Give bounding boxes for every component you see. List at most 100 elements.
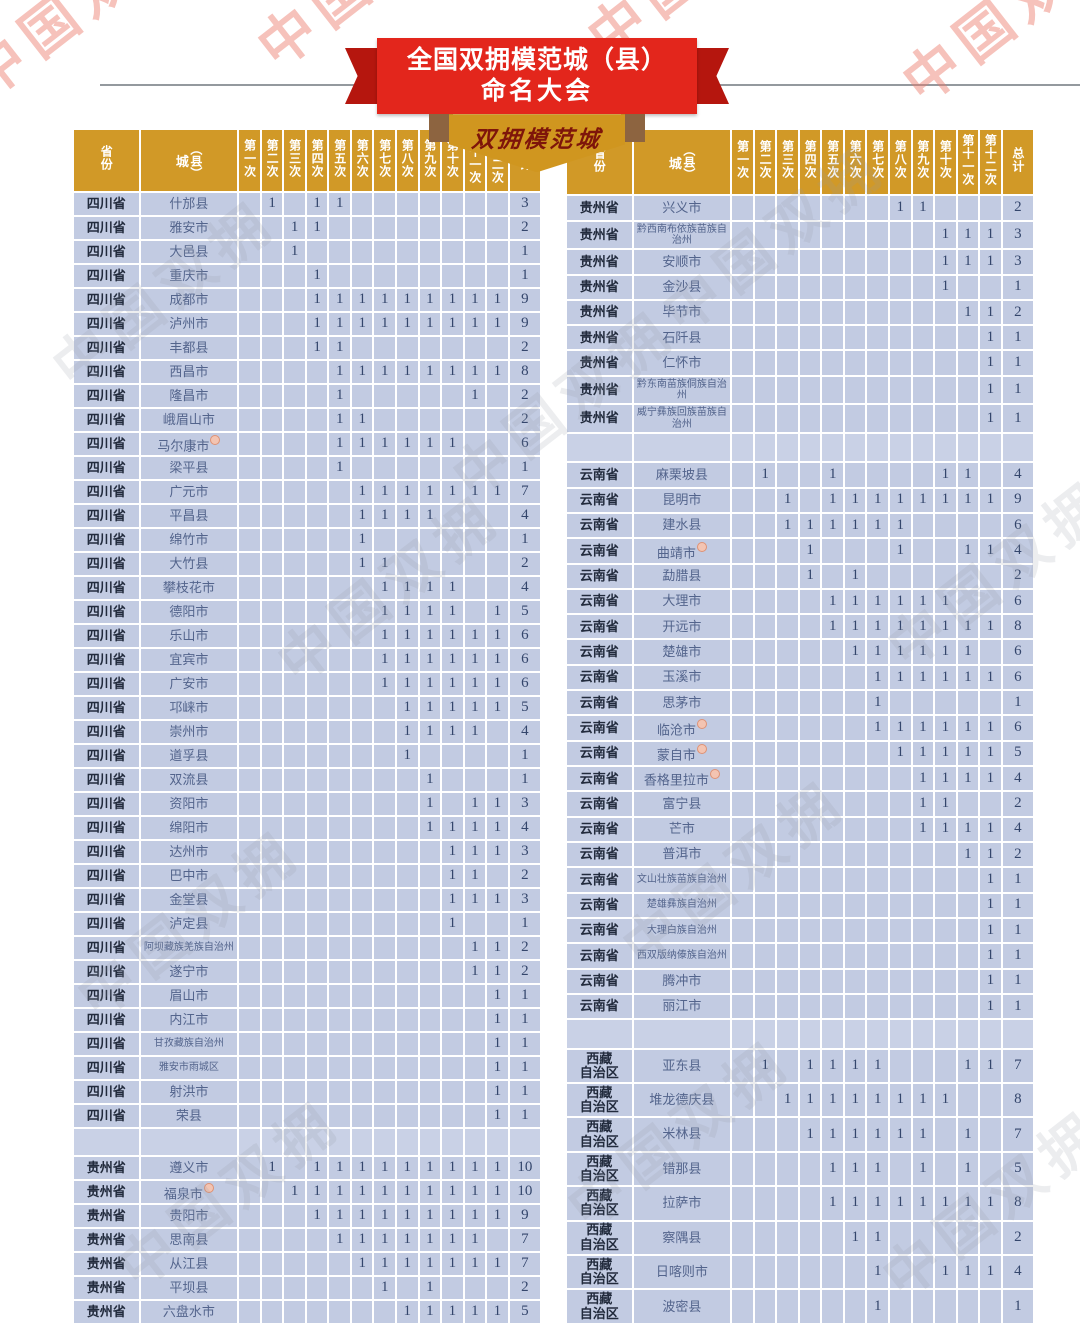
count-cell: [259, 359, 285, 385]
count-cell: [933, 891, 958, 919]
count-cell: [395, 383, 420, 409]
count-cell: [440, 455, 465, 481]
empty-cell: [865, 431, 890, 464]
empty-cell: [1000, 431, 1036, 464]
count-cell: [752, 765, 778, 793]
count-cell: [775, 403, 800, 434]
city-cell: 大理白族自治州: [631, 916, 733, 945]
count-cell: 1: [888, 714, 913, 742]
count-cell: 1: [955, 1047, 981, 1085]
count-cell: 1: [933, 815, 958, 843]
province-cell: 云南省: [565, 916, 634, 945]
count-cell: [888, 1150, 913, 1188]
count-cell: 1: [417, 431, 443, 457]
count-cell: 1: [842, 638, 868, 666]
count-cell: [955, 916, 981, 945]
count-cell: [349, 383, 375, 409]
count-cell: [955, 403, 981, 434]
count-cell: 1: [349, 287, 375, 313]
count-cell: 1: [888, 1116, 913, 1153]
count-cell: [372, 1299, 397, 1325]
province-cell: 云南省: [565, 866, 634, 894]
city-cell: 什邡县: [138, 191, 240, 217]
count-cell: [485, 863, 510, 889]
count-cell: [395, 1031, 420, 1057]
count-cell: [842, 403, 868, 434]
count-cell: 1: [417, 1227, 443, 1253]
count-cell: 1: [462, 695, 488, 721]
city-cell: 遂宁市: [138, 959, 240, 985]
count-cell: [395, 1103, 420, 1129]
count-cell: 1: [910, 1185, 936, 1222]
count-cell: 1: [955, 739, 981, 768]
table-row: 西藏 自治区 错那县 1 1 1 1 1 5: [565, 1150, 1036, 1188]
total-cell: 4: [1000, 537, 1036, 565]
count-cell: [485, 551, 510, 577]
table-row: 四川省 金堂县 1 1 1 3: [72, 887, 543, 913]
count-cell: [485, 239, 510, 265]
count-cell: 1: [349, 1155, 375, 1181]
count-cell: 1: [955, 714, 981, 742]
count-cell: [327, 1275, 352, 1301]
column-header: 第十次: [933, 127, 958, 197]
count-cell: [485, 575, 510, 601]
count-cell: [349, 623, 375, 649]
city-cell: 重庆市: [138, 263, 240, 289]
total-cell: 5: [1000, 1150, 1036, 1188]
count-cell: 1: [955, 461, 981, 489]
count-cell: 1: [327, 335, 352, 361]
count-cell: 1: [417, 647, 443, 673]
table-row: 四川省 乐山市 1 1 1 1 1 1 6: [72, 623, 543, 649]
province-cell: 四川省: [72, 335, 141, 361]
count-cell: [327, 1251, 352, 1277]
province-cell: 云南省: [565, 689, 634, 717]
count-cell: [304, 1007, 330, 1033]
count-cell: [910, 537, 936, 565]
count-cell: [259, 311, 285, 337]
count-cell: [327, 935, 352, 961]
count-cell: 1: [955, 248, 981, 276]
count-cell: [933, 916, 958, 945]
column-header: 城（县）: [138, 128, 240, 193]
count-cell: 1: [978, 840, 1003, 869]
count-cell: [395, 1055, 420, 1081]
count-cell: [842, 840, 868, 869]
count-cell: 1: [417, 1251, 443, 1277]
count-cell: 1: [417, 287, 443, 313]
count-cell: [237, 935, 262, 961]
city-cell: 建水县: [631, 511, 733, 540]
count-cell: 1: [304, 287, 330, 313]
total-cell: 1: [1000, 891, 1036, 919]
count-cell: [797, 194, 823, 222]
count-cell: [395, 527, 420, 553]
count-cell: [349, 743, 375, 769]
count-cell: [237, 1007, 262, 1033]
count-cell: [440, 1007, 465, 1033]
count-cell: 1: [349, 431, 375, 457]
count-cell: 1: [395, 479, 420, 505]
count-cell: 1: [462, 1299, 488, 1325]
city-cell: 隆昌市: [138, 383, 240, 409]
count-cell: [440, 767, 465, 793]
total-cell: 8: [1000, 1185, 1036, 1222]
count-cell: 1: [978, 967, 1003, 995]
count-cell: [933, 1047, 958, 1085]
count-cell: 1: [752, 461, 778, 489]
count-cell: [775, 194, 800, 222]
count-cell: [933, 324, 958, 352]
gold-shield: 双拥模范城: [449, 114, 625, 173]
count-cell: [349, 215, 375, 241]
count-cell: [752, 194, 778, 222]
count-cell: [304, 575, 330, 601]
watermark-text: 中国双拥: [0, 0, 203, 110]
table-row: 贵州省 黔东南苗族侗族自治州 1 1: [565, 374, 1036, 406]
count-cell: [282, 1007, 307, 1033]
count-cell: [730, 1116, 755, 1153]
total-cell: 1: [1000, 866, 1036, 894]
count-cell: 1: [978, 714, 1003, 742]
count-cell: 1: [304, 311, 330, 337]
count-cell: [462, 1055, 488, 1081]
total-cell: 6: [507, 647, 543, 673]
count-cell: [933, 537, 958, 565]
count-cell: [842, 739, 868, 768]
